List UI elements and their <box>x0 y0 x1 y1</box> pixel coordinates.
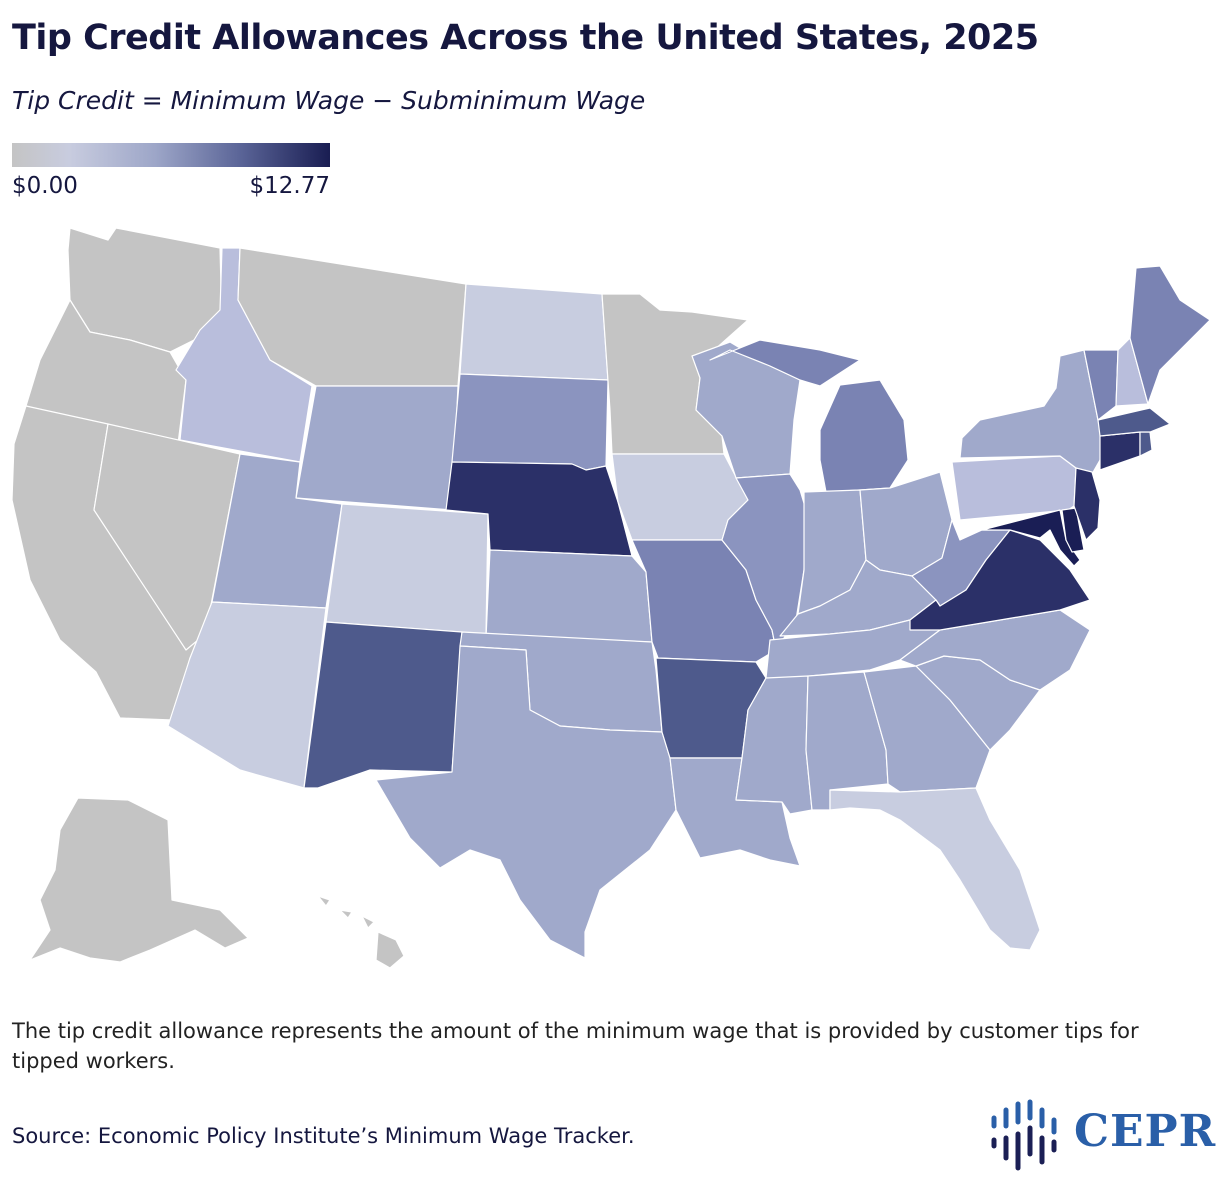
footnote-text: The tip credit allowance represents the … <box>12 1019 1139 1073</box>
cepr-logo: CEPR <box>988 1098 1215 1174</box>
state-ND <box>459 283 609 381</box>
state-SD <box>451 373 609 471</box>
state-DE <box>1061 507 1085 553</box>
state-TX <box>375 645 677 959</box>
state-MI <box>709 339 909 493</box>
state-VA <box>909 529 1091 631</box>
state-AK <box>29 797 249 963</box>
state-FL <box>829 787 1041 951</box>
state-NM <box>303 621 463 789</box>
state-RI <box>1139 431 1153 457</box>
state-KS <box>485 549 653 643</box>
legend-max-label: $12.77 <box>249 173 330 199</box>
state-NY <box>959 349 1103 475</box>
color-legend: $0.00 $12.77 <box>12 143 330 199</box>
state-MA <box>1097 407 1171 437</box>
us-choropleth-map <box>0 210 1220 990</box>
cepr-logo-mark-icon <box>991 1099 1057 1171</box>
state-HI <box>317 895 405 969</box>
legend-gradient-bar <box>12 143 330 167</box>
legend-min-label: $0.00 <box>12 173 78 199</box>
chart-title: Tip Credit Allowances Across the United … <box>12 18 1039 58</box>
state-AZ <box>167 601 327 789</box>
state-CT <box>1099 431 1141 471</box>
state-OR <box>25 299 187 445</box>
state-ME <box>1129 265 1211 405</box>
state-CO <box>325 503 489 635</box>
chart-subtitle: Tip Credit = Minimum Wage − Subminimum W… <box>12 86 646 115</box>
state-NE <box>445 461 633 557</box>
cepr-logo-wordmark: CEPR <box>1074 1106 1217 1157</box>
state-WY <box>295 385 459 511</box>
state-MD <box>981 509 1081 567</box>
source-citation: Source: Economic Policy Institute’s Mini… <box>12 1124 635 1148</box>
state-NJ <box>1073 467 1101 541</box>
